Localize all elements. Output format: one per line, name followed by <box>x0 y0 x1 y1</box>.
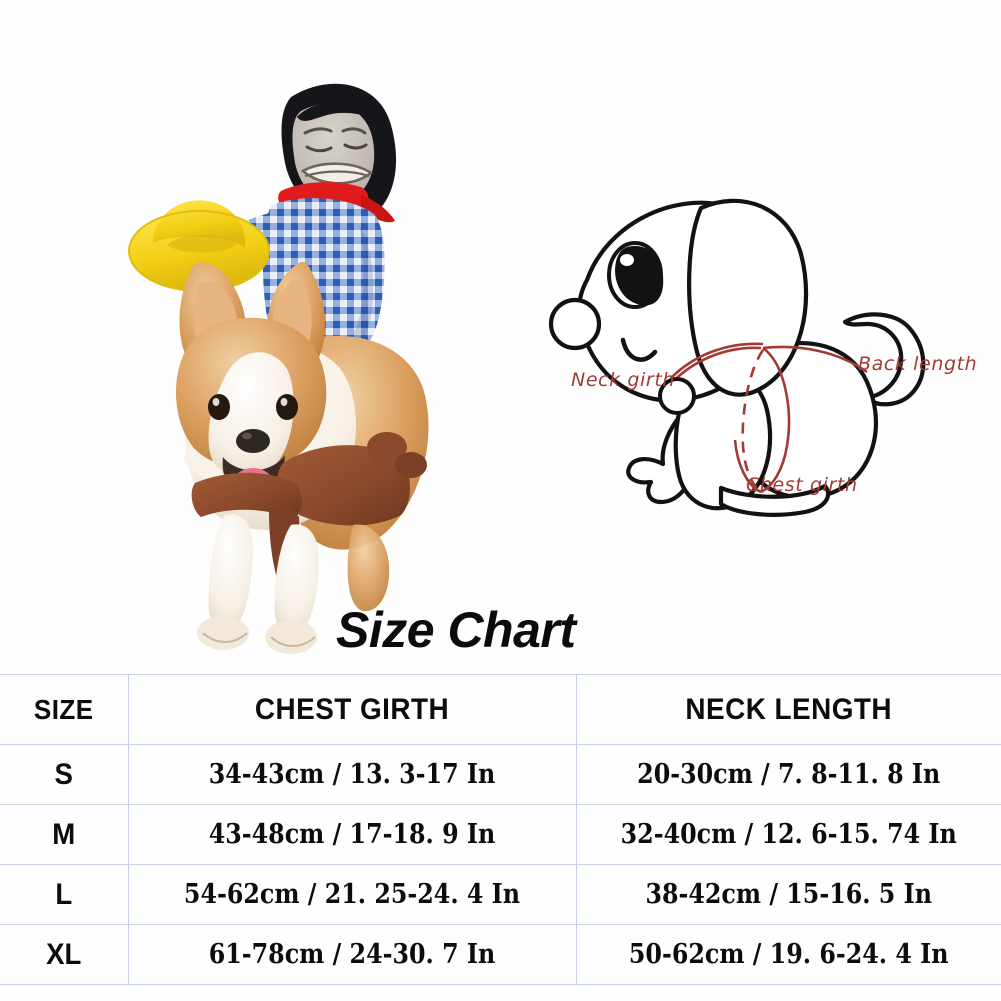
cell-chest-girth-l: 54-62cm / 21. 25-24. 4 In <box>154 864 550 925</box>
table-row: XL 61-78cm / 24-30. 7 In 50-62cm / 19. 6… <box>0 924 1001 985</box>
cell-chest-girth-s: 34-43cm / 13. 3-17 In <box>154 744 550 805</box>
table-row: S 34-43cm / 13. 3-17 In 20-30cm / 7. 8-1… <box>0 744 1001 805</box>
cowboy-hat <box>128 200 270 292</box>
cell-chest-girth-m: 43-48cm / 17-18. 9 In <box>154 804 550 865</box>
dog-measurement-diagram: Neck girth Back length Chest girth <box>515 120 1001 530</box>
cell-neck-length-xl: 50-62cm / 19. 6-24. 4 In <box>601 924 976 985</box>
column-header-neck-length: NECK LENGTH <box>590 674 987 745</box>
column-header-chest-girth: CHEST GIRTH <box>143 674 561 745</box>
cell-size-m: M <box>5 804 123 865</box>
corgi-dog <box>175 261 429 654</box>
table-row: M 43-48cm / 17-18. 9 In 32-40cm / 12. 6-… <box>0 804 1001 865</box>
cell-neck-length-m: 32-40cm / 12. 6-15. 74 In <box>601 804 976 865</box>
label-neck-girth: Neck girth <box>571 369 676 391</box>
cell-size-s: S <box>5 744 123 805</box>
size-chart-table: SIZE CHEST GIRTH NECK LENGTH S 34-43cm /… <box>0 674 1001 985</box>
label-back-length: Back length <box>858 353 978 375</box>
table-row: L 54-62cm / 21. 25-24. 4 In 38-42cm / 15… <box>0 864 1001 925</box>
cell-size-xl: XL <box>5 924 123 985</box>
label-chest-girth: Chest girth <box>746 474 858 496</box>
table-header-row: SIZE CHEST GIRTH NECK LENGTH <box>0 674 1001 745</box>
cell-neck-length-l: 38-42cm / 15-16. 5 In <box>601 864 976 925</box>
cell-neck-length-s: 20-30cm / 7. 8-11. 8 In <box>601 744 976 805</box>
page-title: Size Chart <box>336 602 576 658</box>
corgi-costume-illustration <box>128 83 429 654</box>
column-header-size: SIZE <box>4 674 124 745</box>
cell-chest-girth-xl: 61-78cm / 24-30. 7 In <box>154 924 550 985</box>
cell-size-l: L <box>5 864 123 925</box>
neck-knob <box>658 377 696 415</box>
dog-eye <box>607 241 664 309</box>
illustration-area: Size Chart <box>95 55 1001 658</box>
product-photo <box>95 55 455 655</box>
dog-smile <box>620 337 658 362</box>
dog-outline-drawing <box>548 198 926 517</box>
